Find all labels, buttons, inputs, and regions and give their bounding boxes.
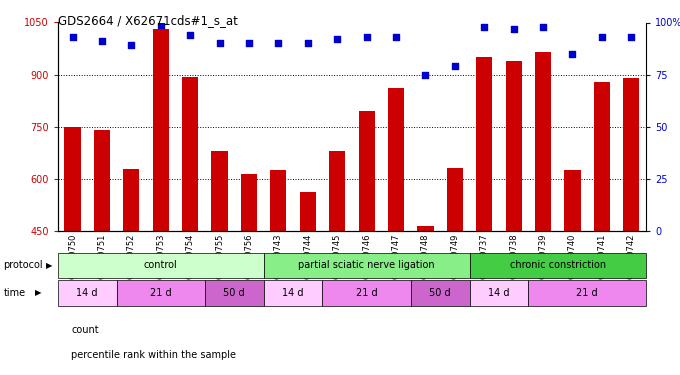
Point <box>97 38 107 44</box>
Point <box>508 26 519 32</box>
Bar <box>270 170 286 231</box>
Bar <box>300 192 316 231</box>
Bar <box>388 88 404 231</box>
Bar <box>358 111 375 231</box>
Point <box>449 63 460 69</box>
Text: protocol: protocol <box>3 261 43 270</box>
Text: 14 d: 14 d <box>76 288 98 298</box>
Point <box>332 36 343 42</box>
Bar <box>411 280 470 306</box>
Point <box>185 32 196 38</box>
Point <box>243 40 254 46</box>
Bar <box>322 280 411 306</box>
Bar <box>329 151 345 231</box>
Point <box>361 34 372 40</box>
Bar <box>564 170 581 231</box>
Point <box>303 40 313 46</box>
Bar <box>470 253 646 278</box>
Text: 14 d: 14 d <box>488 288 510 298</box>
Point <box>596 34 607 40</box>
Text: percentile rank within the sample: percentile rank within the sample <box>71 350 237 360</box>
Text: ▶: ▶ <box>35 288 42 297</box>
Text: 21 d: 21 d <box>356 288 377 298</box>
Text: count: count <box>71 326 99 335</box>
Bar <box>182 77 199 231</box>
Point <box>126 42 137 48</box>
Point <box>390 34 401 40</box>
Bar <box>117 280 205 306</box>
Bar <box>418 226 434 231</box>
Point <box>273 40 284 46</box>
Point <box>479 24 490 30</box>
Text: 21 d: 21 d <box>577 288 598 298</box>
Text: 21 d: 21 d <box>150 288 171 298</box>
Text: 50 d: 50 d <box>224 288 245 298</box>
Text: partial sciatic nerve ligation: partial sciatic nerve ligation <box>299 261 435 270</box>
Text: 50 d: 50 d <box>429 288 451 298</box>
Point <box>214 40 225 46</box>
Bar <box>211 151 228 231</box>
Bar <box>58 280 117 306</box>
Text: 14 d: 14 d <box>282 288 304 298</box>
Text: chronic constriction: chronic constriction <box>510 261 606 270</box>
Point <box>420 72 431 78</box>
Point <box>67 34 78 40</box>
Bar <box>65 127 81 231</box>
Bar <box>94 130 110 231</box>
Bar <box>505 61 522 231</box>
Bar <box>123 169 139 231</box>
Bar <box>264 280 322 306</box>
Bar <box>58 253 264 278</box>
Bar <box>152 29 169 231</box>
Point <box>538 24 549 30</box>
Point <box>567 51 578 57</box>
Bar <box>528 280 646 306</box>
Bar <box>241 174 257 231</box>
Bar <box>470 280 528 306</box>
Bar <box>623 78 639 231</box>
Bar <box>264 253 470 278</box>
Text: ▶: ▶ <box>46 261 52 270</box>
Point <box>155 22 166 28</box>
Text: GDS2664 / X62671cds#1_s_at: GDS2664 / X62671cds#1_s_at <box>58 14 238 27</box>
Text: time: time <box>3 288 26 298</box>
Bar <box>447 168 463 231</box>
Text: control: control <box>144 261 177 270</box>
Bar <box>535 52 551 231</box>
Bar <box>205 280 264 306</box>
Bar <box>594 82 610 231</box>
Point <box>626 34 636 40</box>
Bar <box>476 57 492 231</box>
